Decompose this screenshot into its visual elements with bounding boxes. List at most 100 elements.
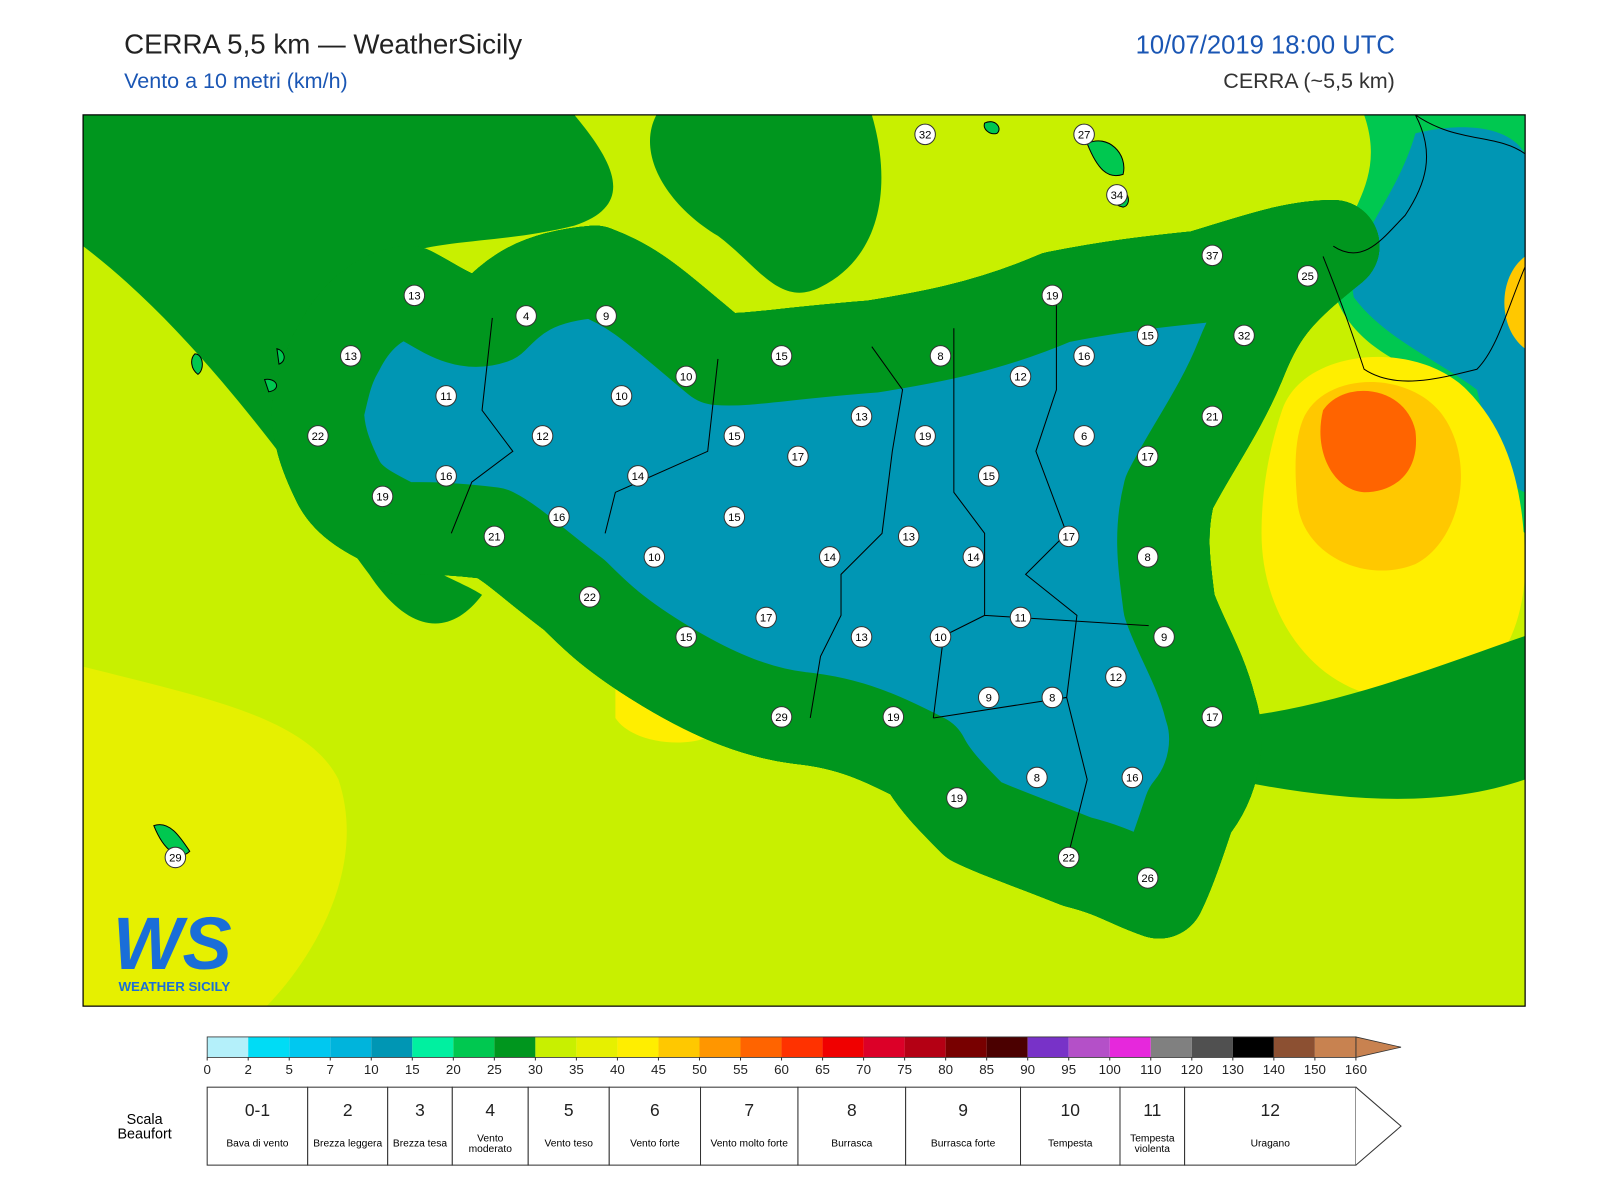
colorbar-swatch — [863, 1036, 905, 1058]
station-marker — [435, 385, 457, 407]
station-value: 10 — [615, 391, 628, 403]
colorbar-tick-label: 0 — [203, 1062, 210, 1077]
colorbar-swatch — [248, 1036, 290, 1058]
beaufort-desc-box: Uragano — [1250, 1138, 1290, 1150]
station-marker — [850, 405, 873, 428]
station-marker — [578, 586, 601, 608]
station-value: 15 — [728, 512, 741, 524]
station-marker — [1296, 265, 1319, 287]
beaufort-cell — [206, 1086, 309, 1166]
beaufort-cell — [797, 1086, 907, 1166]
station-value: 19 — [951, 793, 964, 805]
beaufort-description: Uragano — [1250, 1138, 1290, 1150]
beaufort-description: Vento teso — [544, 1138, 593, 1150]
beaufort-force: 10 — [1061, 1100, 1081, 1120]
colorbar-tick-label: 40 — [610, 1062, 625, 1077]
station-value: 13 — [902, 532, 915, 544]
station-value: 13 — [855, 632, 868, 644]
colorbar-swatch — [1273, 1036, 1315, 1058]
station-value: 32 — [919, 129, 932, 141]
beaufort-description: Tempesta — [1048, 1138, 1093, 1150]
station-marker — [1201, 405, 1224, 428]
colorbar-tick-label: 2 — [244, 1062, 251, 1077]
station-marker — [483, 525, 506, 548]
colorbar-swatch — [658, 1036, 700, 1058]
station-value: 17 — [1141, 452, 1154, 464]
colorbar: 0 2 5 7 10 15 20 25 30 35 40 45 50 55 60 65 70 75 80 85 90 95… — [203, 1036, 1402, 1077]
beaufort-description: Tempesta violenta — [1130, 1133, 1175, 1155]
colorbar-arrow — [1355, 1036, 1402, 1058]
beaufort-force: 3 — [415, 1100, 425, 1120]
colorbar-tick-label: 80 — [938, 1062, 953, 1077]
station-value: 9 — [986, 693, 992, 705]
station-marker — [675, 365, 697, 388]
beaufort-force: 8 — [847, 1100, 857, 1120]
colorbar-tick-label: 55 — [733, 1062, 748, 1077]
colorbar-swatch — [1150, 1036, 1192, 1058]
station-value: 13 — [345, 351, 358, 363]
beaufort-force: 9 — [958, 1100, 968, 1120]
station-marker — [1153, 626, 1175, 648]
colorbar-swatch — [289, 1036, 331, 1058]
station-value: 12 — [1110, 672, 1123, 684]
beaufort-description: Vento molto forte — [710, 1138, 788, 1150]
colorbar-swatch — [535, 1036, 577, 1058]
colorbar-swatch — [207, 1036, 249, 1058]
station-value: 32 — [1238, 330, 1251, 342]
stations: 32 27 34 37 25 19 13 4 9 13 32 15 15 8 16 12 10 11 10 21 13 2… — [164, 123, 1319, 889]
colorbar-tick-label: 60 — [774, 1062, 789, 1077]
logo-name: WEATHER SICILY — [118, 979, 230, 994]
station-value: 11 — [1015, 613, 1027, 625]
station-value: 22 — [312, 431, 325, 443]
field-patch — [1320, 390, 1417, 493]
station-value: 6 — [1081, 431, 1087, 443]
province-borders — [450, 297, 1149, 862]
station-marker — [1026, 766, 1048, 789]
beaufort-description: Brezza tesa — [392, 1138, 448, 1150]
colorbar-swatch — [412, 1036, 454, 1058]
station-marker — [1201, 706, 1224, 728]
beaufort-force: 0-1 — [245, 1100, 270, 1120]
station-marker — [403, 284, 426, 307]
colorbar-swatch — [371, 1036, 413, 1058]
colorbar-swatch — [617, 1036, 659, 1058]
station-value: 12 — [1014, 372, 1027, 384]
beaufort-description: Vento moderato — [468, 1133, 512, 1155]
colorbar-tick-label: 35 — [569, 1062, 584, 1077]
colorbar-tick-label: 5 — [286, 1062, 293, 1077]
station-marker — [914, 425, 936, 447]
station-value: 17 — [1062, 532, 1075, 544]
station-value: 17 — [792, 452, 805, 464]
station-marker — [1201, 244, 1224, 267]
colorbar-swatch — [986, 1036, 1028, 1058]
colorbar-tick-label: 25 — [487, 1062, 502, 1077]
colorbar-tick-label: 20 — [446, 1062, 461, 1077]
calabria-coast — [1322, 114, 1526, 382]
station-value: 10 — [648, 552, 661, 564]
colorbar-tick-label: 70 — [856, 1062, 871, 1077]
station-marker — [515, 305, 537, 327]
station-marker — [164, 846, 187, 869]
colorbar-swatch — [1109, 1036, 1151, 1058]
station-value: 21 — [1206, 412, 1219, 424]
beaufort-desc-box: Brezza tesa — [392, 1138, 448, 1150]
station-marker — [929, 345, 952, 367]
colorbar-tick-label: 30 — [528, 1062, 543, 1077]
station-marker — [371, 485, 394, 508]
beaufort-cell — [1019, 1086, 1121, 1166]
beaufort-desc-box: Tempesta violenta — [1130, 1133, 1175, 1155]
station-marker — [977, 465, 1000, 487]
station-value: 8 — [1034, 773, 1040, 785]
station-marker — [962, 546, 985, 568]
colorbar-tick-label: 150 — [1304, 1062, 1326, 1077]
beaufort-cell — [387, 1086, 453, 1166]
field-patch — [83, 114, 614, 624]
beaufort-cell — [307, 1086, 389, 1166]
station-marker — [1233, 324, 1255, 347]
colorbar-swatch — [904, 1036, 946, 1058]
station-value: 9 — [603, 311, 609, 323]
beaufort-scale: Scala Beaufort 0-1 Bava di vento 2 Brezza le… — [117, 1086, 1402, 1166]
station-value: 16 — [1078, 351, 1091, 363]
station-value: 15 — [775, 351, 788, 363]
wind-field: 32 27 34 37 25 19 13 4 9 13 32 15 15 8 16 12 10 11 10 21 13 2… — [83, 114, 1526, 1007]
